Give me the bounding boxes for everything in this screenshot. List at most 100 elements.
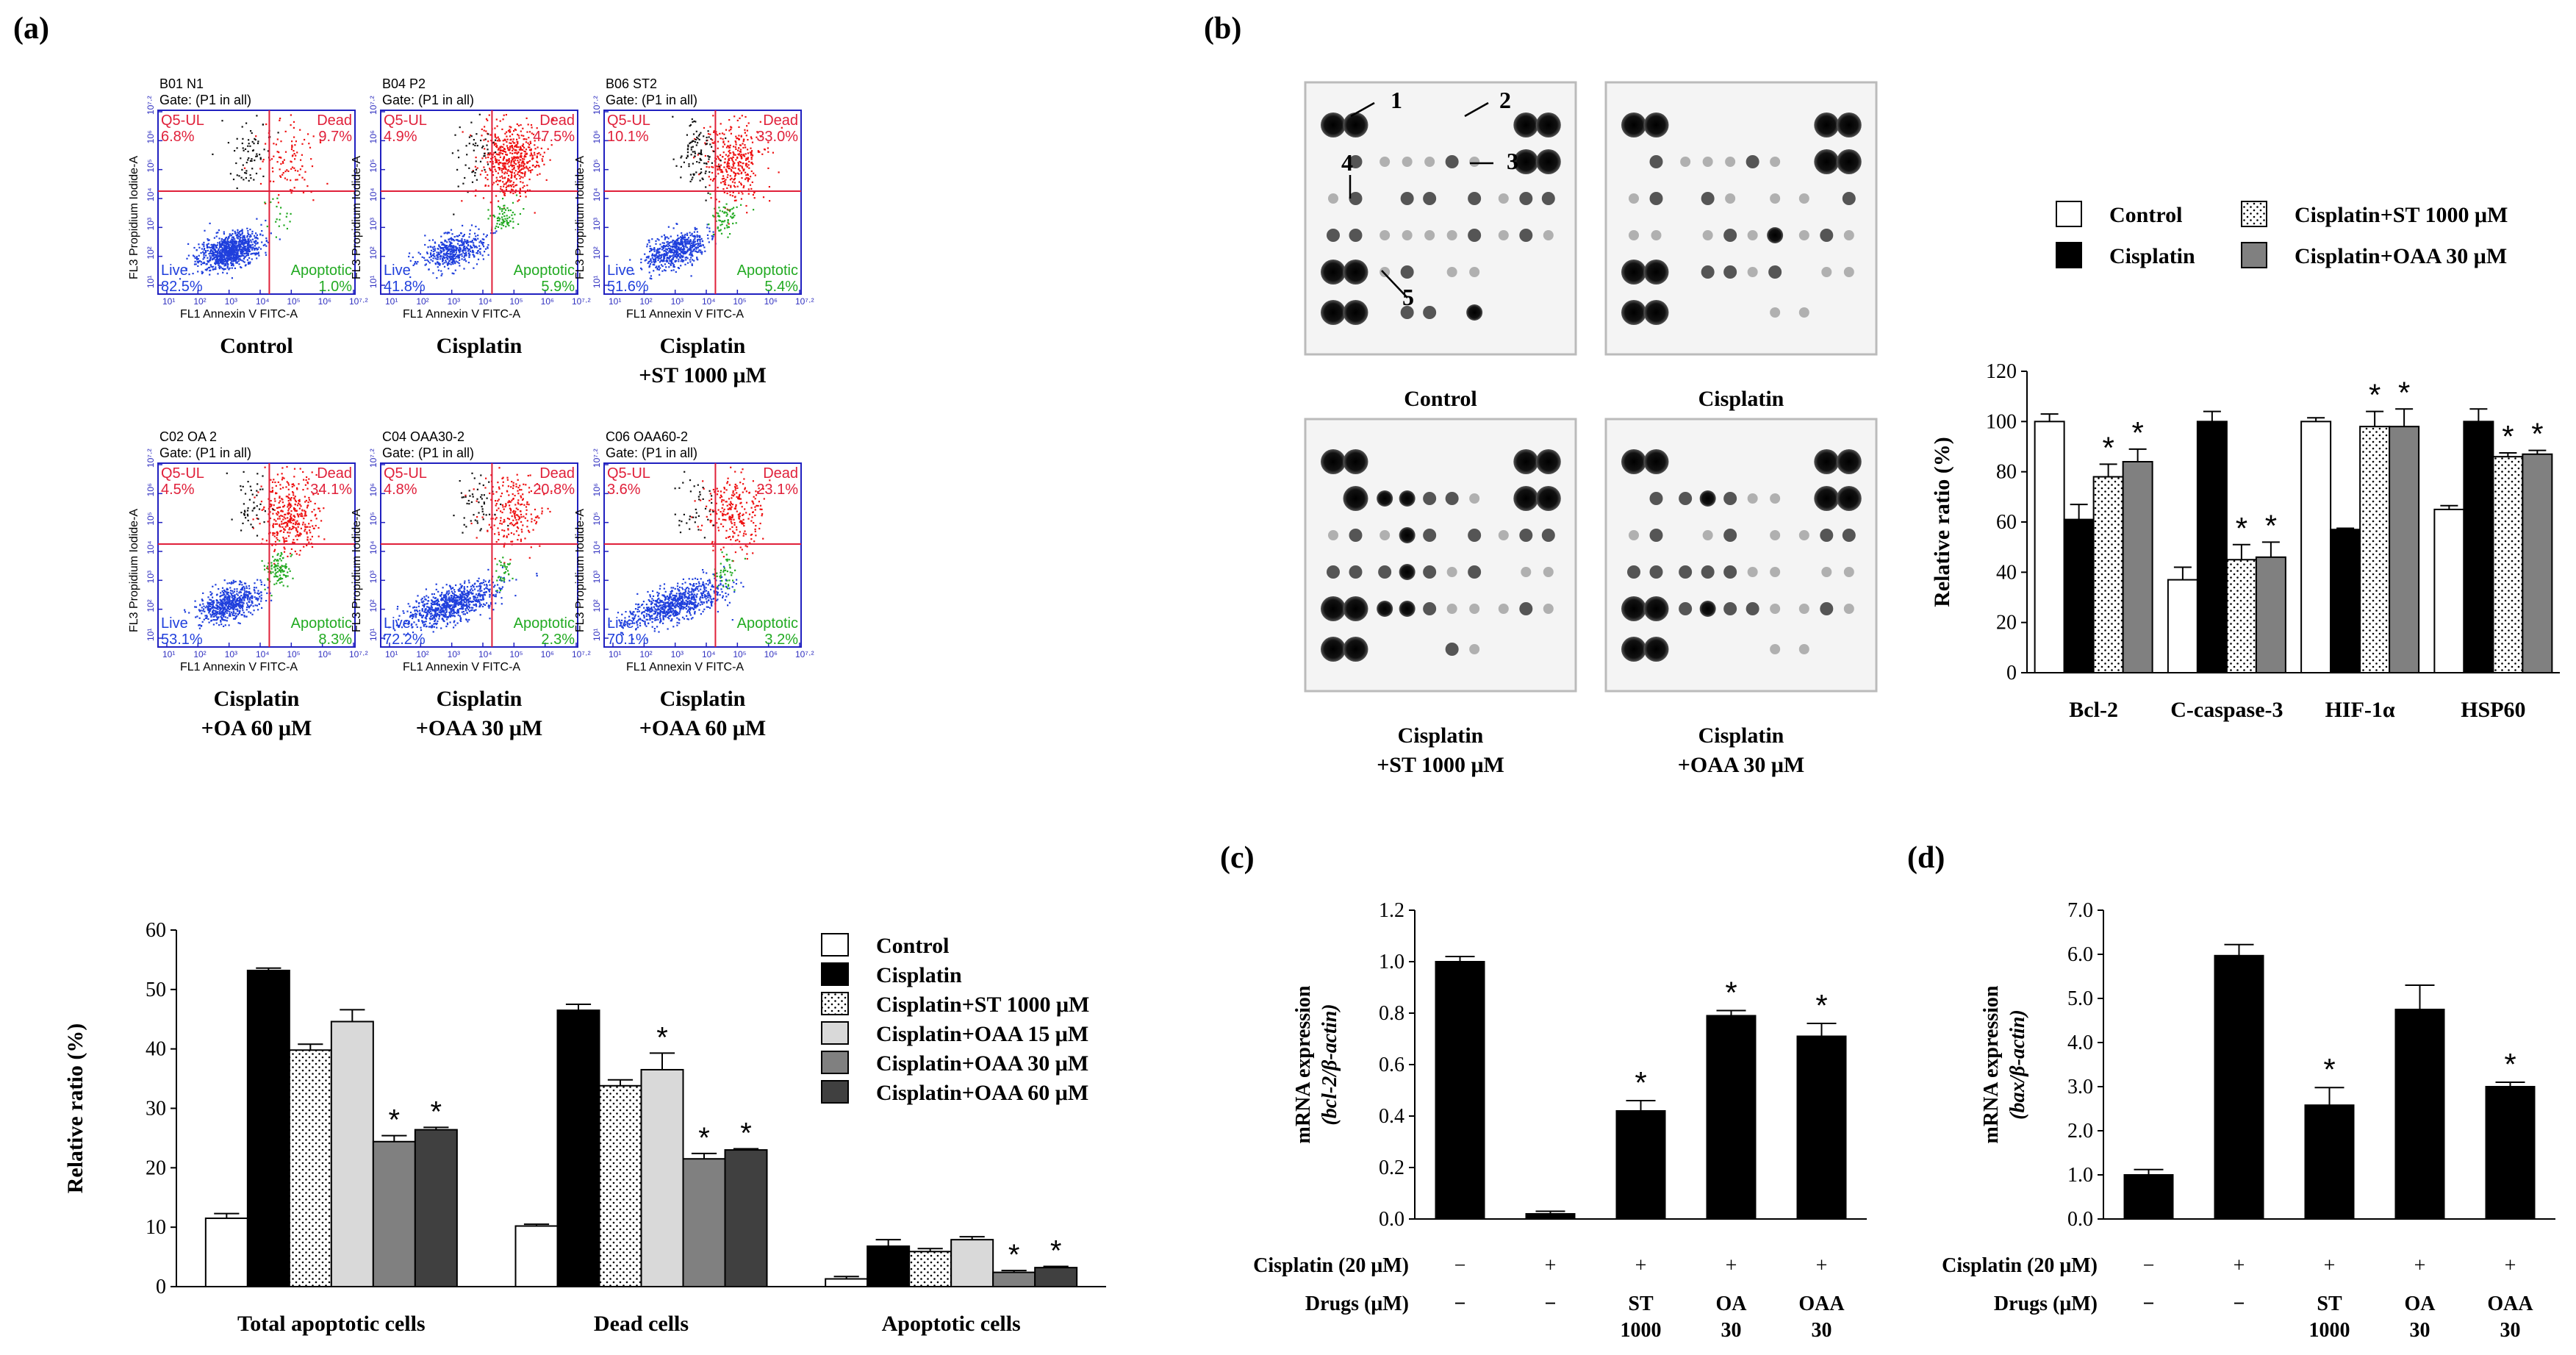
event-dot	[686, 134, 688, 136]
event-dot	[721, 132, 724, 135]
x-tick-label: 10⁴	[702, 296, 716, 307]
event-dot	[257, 491, 259, 493]
event-dot	[721, 221, 723, 223]
event-dot	[247, 145, 249, 147]
event-dot	[280, 571, 282, 573]
event-dot	[536, 156, 538, 158]
event-dot	[505, 168, 507, 171]
y-tick-label: 10¹	[146, 276, 156, 288]
event-dot	[498, 224, 501, 226]
event-dot	[713, 131, 715, 133]
event-dot	[231, 249, 233, 251]
event-dot	[281, 526, 284, 528]
event-dot	[258, 254, 260, 257]
event-dot	[504, 168, 506, 170]
event-dot	[249, 485, 251, 487]
event-dot	[295, 510, 298, 512]
event-dot	[209, 604, 212, 606]
event-dot	[195, 616, 197, 618]
event-dot	[717, 134, 719, 136]
event-dot	[238, 604, 240, 607]
event-dot	[718, 201, 720, 203]
event-dot	[459, 595, 462, 597]
event-dot	[456, 603, 459, 605]
event-dot	[487, 179, 489, 181]
event-dot	[728, 157, 730, 160]
event-dot	[295, 179, 297, 181]
event-dot	[245, 122, 248, 124]
event-dot	[229, 254, 232, 257]
event-dot	[435, 600, 437, 602]
event-dot	[474, 232, 476, 235]
event-dot	[289, 527, 291, 529]
event-dot	[228, 615, 230, 617]
event-dot	[464, 254, 466, 257]
event-dot	[291, 140, 293, 143]
event-dot	[490, 232, 492, 235]
event-dot	[219, 601, 221, 604]
event-dot	[520, 172, 523, 174]
event-dot	[434, 241, 436, 243]
event-dot	[279, 525, 281, 527]
event-dot	[463, 246, 465, 249]
event-dot	[299, 504, 301, 506]
event-dot	[215, 615, 217, 617]
event-dot	[550, 144, 553, 146]
event-dot	[231, 601, 233, 604]
event-dot	[294, 510, 296, 512]
event-dot	[728, 150, 730, 153]
event-dot	[275, 576, 278, 578]
event-dot	[730, 185, 732, 187]
event-dot	[433, 253, 435, 255]
event-dot	[251, 526, 254, 529]
event-dot	[224, 238, 226, 240]
event-dot	[237, 258, 240, 260]
event-dot	[215, 260, 218, 262]
event-dot	[290, 124, 292, 126]
event-dot	[242, 137, 244, 140]
event-dot	[498, 154, 501, 156]
event-dot	[537, 174, 539, 176]
event-dot	[251, 510, 254, 512]
event-dot	[290, 513, 293, 515]
event-dot	[287, 555, 289, 557]
event-dot	[672, 265, 675, 268]
event-dot	[407, 621, 409, 623]
event-dot	[525, 167, 528, 169]
event-dot	[287, 517, 289, 519]
event-dot	[481, 243, 484, 246]
event-dot	[219, 258, 221, 260]
event-dot	[661, 265, 664, 268]
x-tick-label: 10¹	[385, 649, 398, 659]
event-dot	[288, 503, 290, 505]
event-dot	[650, 275, 652, 277]
event-dot	[472, 584, 474, 587]
event-dot	[741, 115, 743, 117]
event-dot	[688, 241, 690, 243]
event-dot	[253, 252, 255, 254]
event-dot	[222, 271, 224, 273]
event-dot	[718, 215, 720, 218]
event-dot	[234, 594, 236, 596]
event-dot	[717, 187, 719, 189]
event-dot	[229, 257, 231, 259]
event-dot	[708, 166, 710, 168]
event-dot	[245, 609, 248, 611]
event-dot	[747, 179, 749, 181]
event-dot	[667, 237, 670, 240]
event-dot	[498, 180, 501, 182]
event-dot	[692, 162, 694, 165]
event-dot	[489, 215, 492, 217]
event-dot	[522, 172, 524, 174]
event-dot	[243, 246, 245, 249]
event-dot	[528, 131, 531, 133]
event-dot	[236, 174, 238, 176]
event-dot	[726, 176, 728, 179]
event-dot	[254, 139, 256, 141]
event-dot	[304, 510, 306, 512]
event-dot	[670, 249, 672, 251]
event-dot	[731, 181, 734, 183]
event-dot	[511, 172, 513, 174]
event-dot	[501, 227, 503, 229]
